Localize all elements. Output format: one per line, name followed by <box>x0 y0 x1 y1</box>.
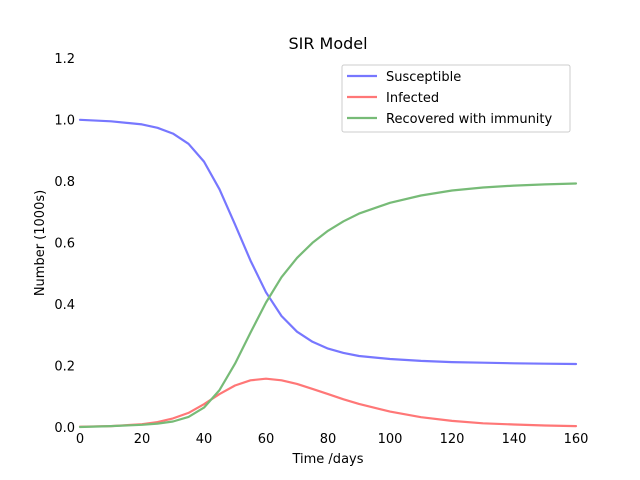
axis-ticks: 0 20 40 60 80 100 120 140 160 0.0 0.2 0.4 0.6 0.8 1.0 1… <box>54 52 588 447</box>
y-tick-label: 1.2 <box>54 52 75 67</box>
y-tick-label: 0.8 <box>54 175 75 190</box>
y-tick-label: 0.2 <box>54 360 75 375</box>
x-tick-label: 60 <box>258 432 275 447</box>
x-tick-label: 100 <box>378 432 403 447</box>
y-tick-label: 0.4 <box>54 298 75 313</box>
legend-label: Recovered with immunity <box>386 112 553 127</box>
y-tick-label: 0.6 <box>54 237 75 252</box>
x-tick-label: 20 <box>134 432 151 447</box>
y-axis-label: Number (1000s) <box>33 190 48 296</box>
x-tick-label: 140 <box>502 432 527 447</box>
series-line-0 <box>78 118 578 366</box>
series-line-1 <box>78 377 578 428</box>
legend-label: Susceptible <box>386 70 461 85</box>
x-axis-label: Time /days <box>291 452 363 467</box>
y-tick-label: 1.0 <box>54 114 75 129</box>
x-tick-label: 80 <box>320 432 337 447</box>
legend-box <box>341 64 571 133</box>
chart-title: SIR Model <box>288 34 367 53</box>
y-tick-label: 0.0 <box>54 421 75 436</box>
series-line-2 <box>78 182 578 429</box>
legend: Susceptible Infected Recovered with immuni… <box>341 64 571 133</box>
series-lines <box>78 118 578 429</box>
legend-label: Infected <box>386 91 439 106</box>
x-tick-label: 0 <box>76 432 84 447</box>
x-tick-label: 120 <box>440 432 465 447</box>
x-tick-label: 160 <box>564 432 589 447</box>
x-tick-label: 40 <box>196 432 213 447</box>
